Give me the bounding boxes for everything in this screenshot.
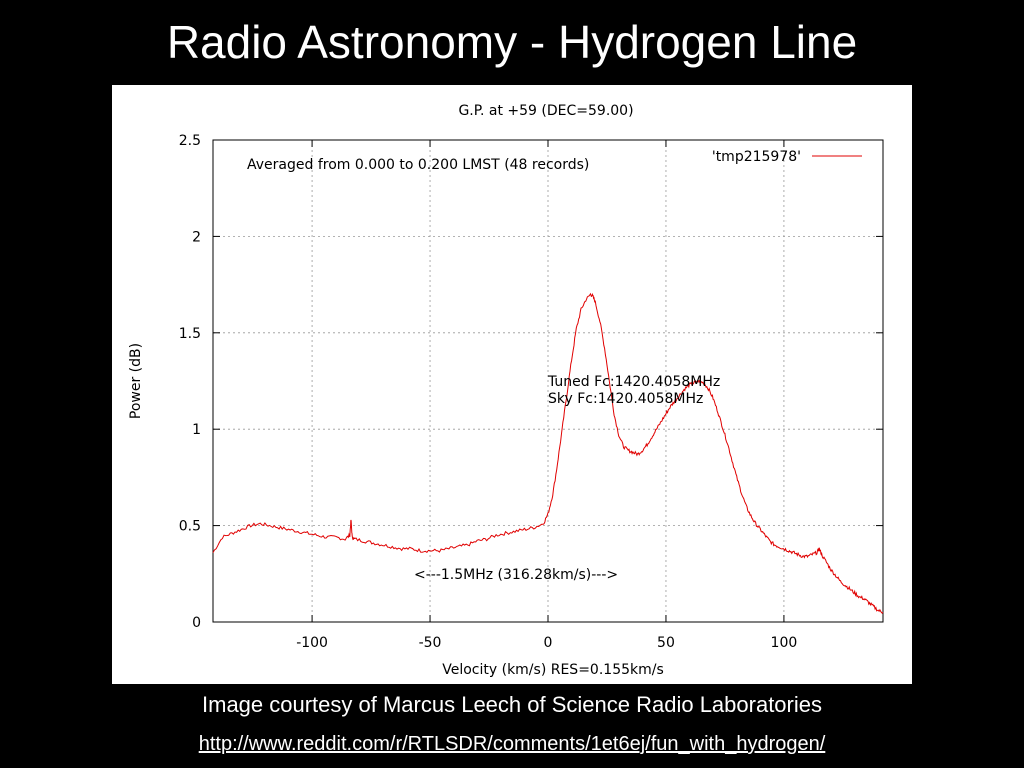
hydrogen-line-chart: 0 0.5 1 1.5 2 2.5 -100 -50 0 50 100 G.P. at +59 (D… <box>128 103 884 678</box>
x-tick-label: -50 <box>419 635 442 651</box>
y-tick-label: 1.5 <box>179 326 201 342</box>
x-tick-label: 50 <box>657 635 675 651</box>
y-tick-label: 1 <box>192 422 201 438</box>
ticks: 0 0.5 1 1.5 2 2.5 -100 -50 0 50 100 <box>179 133 883 651</box>
annotation-averaged: Averaged from 0.000 to 0.200 LMST (48 re… <box>247 157 589 173</box>
source-link[interactable]: http://www.reddit.com/r/RTLSDR/comments/… <box>198 733 826 755</box>
slide-title: Radio Astronomy - Hydrogen Line <box>166 16 858 68</box>
legend-label: 'tmp215978' <box>712 149 801 165</box>
plot-panel: 0 0.5 1 1.5 2 2.5 -100 -50 0 50 100 G.P. at +59 (D… <box>112 85 912 684</box>
image-credit: Image courtesy of Marcus Leech of Scienc… <box>202 692 822 717</box>
series-line <box>212 292 884 614</box>
x-tick-label: -100 <box>296 635 328 651</box>
y-tick-label: 0 <box>192 615 201 631</box>
x-tick-label: 0 <box>544 635 553 651</box>
annotation-span: <---1.5MHz (316.28km/s)---> <box>414 567 618 583</box>
y-axis-label: Power (dB) <box>128 343 144 419</box>
series <box>212 292 884 614</box>
chart-title: G.P. at +59 (DEC=59.00) <box>458 103 633 119</box>
y-tick-label: 2 <box>192 229 201 245</box>
y-tick-label: 2.5 <box>179 133 201 149</box>
annotation-sky: Sky Fc:1420.4058MHz <box>548 391 703 407</box>
y-tick-label: 0.5 <box>179 519 201 535</box>
grid <box>213 140 883 622</box>
annotation-tuned: Tuned Fc:1420.4058MHz <box>547 374 720 390</box>
legend: 'tmp215978' <box>712 149 862 165</box>
x-tick-label: 100 <box>771 635 798 651</box>
x-axis-label: Velocity (km/s) RES=0.155km/s <box>442 662 664 678</box>
